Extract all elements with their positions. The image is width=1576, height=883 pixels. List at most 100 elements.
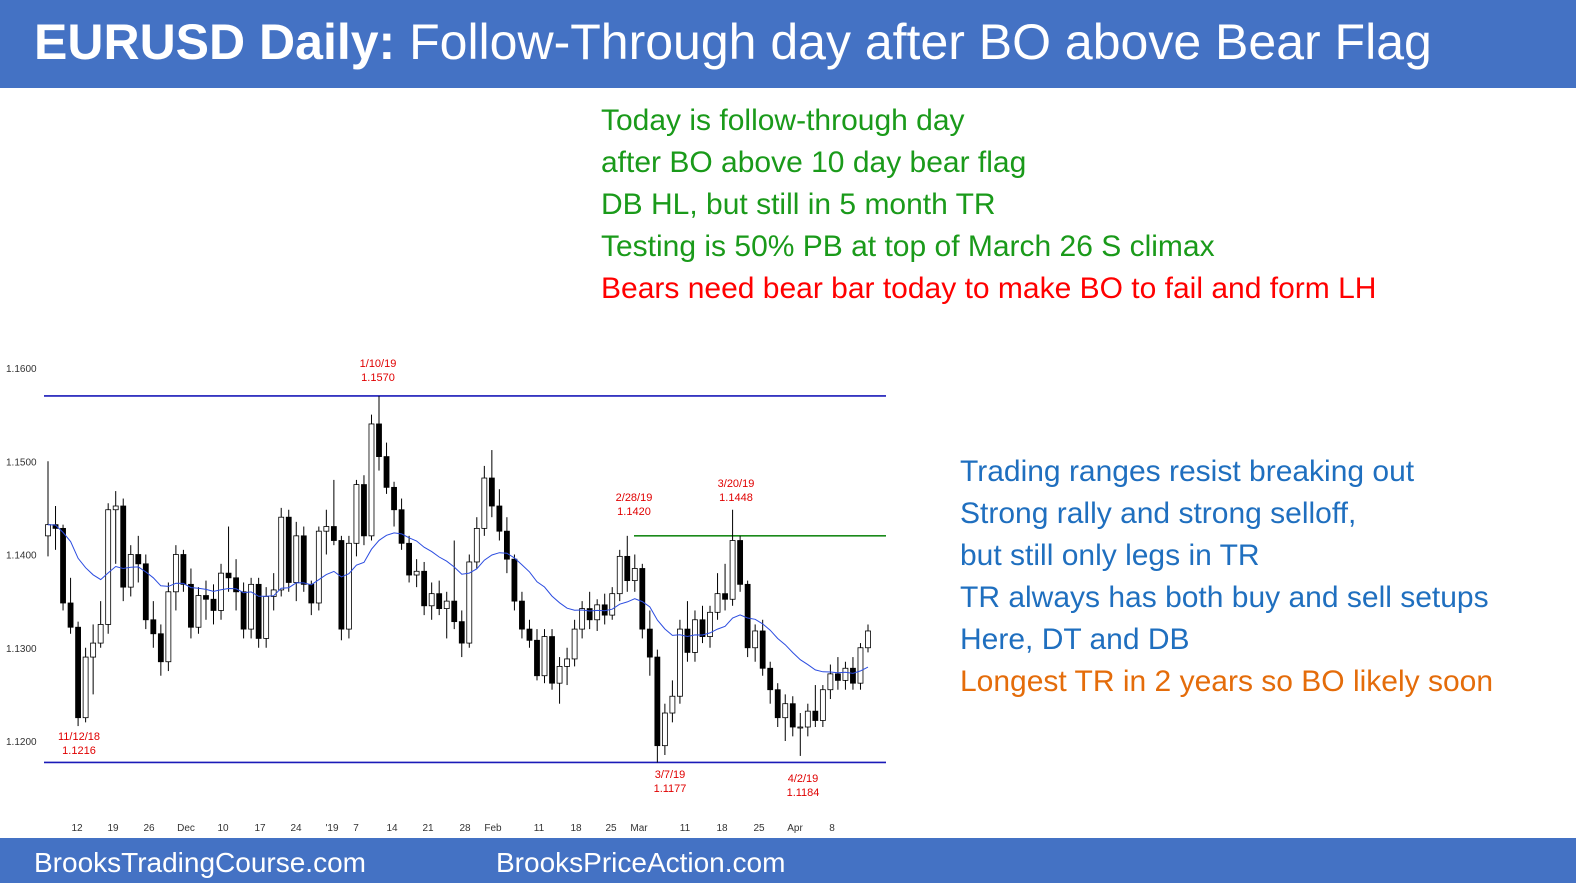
candle-body [135,554,142,565]
note-right-5: Here, DT and DB [960,623,1190,656]
candle-body [255,583,262,639]
candle-body [737,540,744,585]
y-tick-label: 1.1400 [6,551,37,562]
x-tick-label: 12 [71,823,83,834]
x-tick-label: Feb [484,823,502,834]
candle-body [165,591,172,663]
candle-body [556,666,563,684]
x-tick-label: 28 [459,823,471,834]
candle-body [90,642,97,658]
candle-body [631,568,638,582]
candle-body [804,710,811,728]
note-right-3: but still only legs in TR [960,539,1260,572]
candle-body [443,600,450,609]
candle-body [60,527,66,604]
candle-body [376,423,382,457]
annotation-date: 4/2/19 [788,773,819,785]
candle-body [729,540,736,600]
candle-body [391,486,397,511]
annotation-date: 3/20/19 [718,478,755,490]
y-tick-label: 1.1500 [6,457,37,468]
ema-line [47,524,869,674]
candle-body [571,628,578,660]
candle-body [759,630,766,669]
candle-body [368,423,375,537]
candle-body [473,527,480,563]
candle-body [203,595,209,600]
note-top-4: Testing is 50% PB at top of March 26 S c… [601,230,1215,263]
candle-body [767,667,774,691]
candle-body [534,639,540,677]
candle-body [157,633,164,663]
candle-body [315,530,322,604]
note-top-1: Today is follow-through day [601,104,965,137]
candle-body [827,673,834,691]
x-tick-label: 18 [570,823,582,834]
candle-body [150,619,157,635]
candle-body [210,598,217,611]
annotation-date: 2/28/19 [616,492,653,504]
note-top-5: Bears need bear bar today to make BO to … [601,272,1377,305]
annotation-price: 1.1570 [361,372,395,384]
candle-body [692,619,698,653]
x-tick-label: 17 [254,823,266,834]
candle-body [661,712,668,747]
candle-body [97,624,104,644]
x-tick-label: Mar [630,823,648,834]
candle-body [300,535,307,585]
note-right-6: Longest TR in 2 years so BO likely soon [960,665,1494,698]
x-tick-label: 10 [217,823,229,834]
note-top-3: DB HL, but still in 5 month TR [601,188,996,221]
annotation-date: 3/7/19 [655,769,686,781]
candle-body [526,628,533,641]
candle-body [323,526,330,532]
candle-body [308,583,315,604]
candle-body [819,689,826,721]
candle-body [684,628,691,653]
x-tick-label: 21 [422,823,434,834]
annotation-price: 1.1216 [62,745,96,757]
candle-body [519,600,525,630]
candle-body [82,656,89,719]
candle-body [722,593,728,600]
x-tick-label: 11 [534,823,545,834]
candle-body [248,583,255,630]
candle-body [496,505,503,532]
candle-body [330,526,337,541]
title-rest: Follow-Through day after BO above Bear F… [409,14,1432,70]
candle-body [624,555,631,582]
note-top-2: after BO above 10 day bear flag [601,146,1027,179]
candle-body [278,516,285,591]
candle-body [789,703,796,728]
x-tick-label: Dec [177,823,195,834]
candle-body [850,667,856,684]
footer-bar: BrooksTradingCourse.com BrooksPriceActio… [0,838,1576,883]
note-right-2: Strong rally and strong selloff, [960,497,1357,530]
candle-body [646,628,653,658]
candle-body [586,608,593,621]
candle-body [120,505,127,588]
candle-body [361,484,367,537]
annotation-price: 1.1420 [617,506,651,518]
candle-body [654,656,661,747]
candle-body [466,561,473,644]
candle-body [293,535,300,583]
x-tick-label: 19 [107,823,119,834]
candle-body [338,540,345,630]
candle-body [835,673,841,681]
x-tick-label: '19 [325,823,338,834]
candle-body [195,595,202,628]
candle-body [714,593,721,613]
x-tick-label: 25 [753,823,765,834]
candle-body [75,626,81,719]
candle-body [579,608,586,630]
candle-body [233,577,239,593]
candle-body [842,667,849,681]
candle-body [413,570,420,576]
candle-body [127,554,134,588]
candle-body [172,554,179,593]
x-tick-label: Apr [787,823,803,834]
candle-body [782,703,789,719]
page-title: EURUSD Daily: Follow-Through day after B… [34,12,1432,72]
candle-body [67,602,74,628]
